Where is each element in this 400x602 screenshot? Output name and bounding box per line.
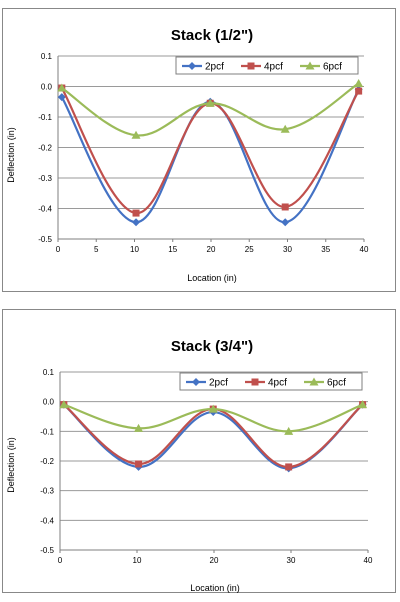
chart-frame: [2, 309, 396, 593]
chart-title: Stack (1/2"): [171, 27, 253, 44]
x-tick-label: 5: [94, 245, 99, 254]
data-point: [358, 400, 368, 409]
y-tick-label: -0.3: [38, 174, 52, 183]
data-point: [135, 460, 143, 468]
data-point: [355, 87, 363, 95]
legend-marker: [188, 62, 196, 70]
data-point: [280, 124, 290, 133]
y-axis-label: Deflection (in): [6, 437, 16, 493]
chart-panel-2: Stack (3/4") Location (in) Deflection (i…: [0, 307, 400, 597]
data-point: [59, 400, 69, 409]
legend-entry: 2pcf: [209, 378, 228, 389]
data-point: [354, 78, 364, 87]
y-tick-label: -0.4: [38, 205, 52, 214]
y-tick-label: -0.2: [40, 457, 54, 466]
data-point: [57, 93, 66, 102]
y-tick-label: -0.5: [40, 546, 54, 555]
legend-entry: 6pcf: [323, 62, 342, 73]
series-line: [60, 87, 360, 215]
legend-marker: [192, 378, 200, 386]
series-6pcf: [57, 78, 364, 139]
y-tick-label: -0.3: [40, 487, 54, 496]
legend-marker: [251, 378, 259, 386]
x-tick-label: 15: [168, 245, 177, 254]
legend-marker: [309, 377, 319, 386]
y-tick-label: -0.1: [38, 113, 52, 122]
x-axis-label: Location (in): [187, 273, 237, 283]
data-point: [281, 203, 289, 211]
series-line: [61, 82, 360, 137]
x-tick-label: 40: [364, 556, 373, 565]
y-tick-label: -0.2: [38, 144, 52, 153]
legend-marker: [305, 61, 315, 70]
chart-svg-1: Stack (1/2") Location (in) Deflection (i…: [6, 27, 369, 283]
x-tick-label: 10: [130, 245, 139, 254]
x-tick-label: 40: [360, 245, 369, 254]
legend: 2pcf 4pcf 6pcf: [179, 372, 363, 391]
data-point: [57, 83, 67, 92]
y-tick-label: -0.5: [38, 235, 52, 244]
legend-entry: 2pcf: [205, 62, 224, 73]
legend-entry: 4pcf: [264, 62, 283, 73]
x-tick-label: 25: [245, 245, 254, 254]
x-tick-label: 30: [287, 556, 296, 565]
data-point: [132, 218, 141, 227]
legend-marker: [247, 62, 255, 70]
chart-panel-1: Stack (1/2") Location (in) Deflection (i…: [0, 6, 400, 296]
data-point: [132, 209, 140, 217]
legend-entry: 4pcf: [268, 378, 287, 389]
data-point: [285, 463, 293, 471]
x-tick-label: 35: [321, 245, 330, 254]
legend-entry: 6pcf: [327, 378, 346, 389]
y-tick-label: 0.1: [41, 52, 53, 61]
y-tick-label: 0.0: [41, 83, 53, 92]
y-tick-label: -0.4: [40, 516, 54, 525]
y-tick-label: -0.1: [40, 427, 54, 436]
series-6pcf: [59, 400, 368, 435]
legend-box: [175, 56, 359, 75]
x-tick-label: 20: [210, 556, 219, 565]
x-tick-label: 0: [58, 556, 63, 565]
y-axis-label: Deflection (in): [6, 127, 16, 183]
chart-title: Stack (3/4"): [171, 338, 253, 355]
x-axis-label: Location (in): [190, 583, 240, 593]
y-tick-label: 0.1: [43, 368, 55, 377]
data-point: [131, 130, 141, 139]
x-tick-label: 0: [56, 245, 61, 254]
data-point: [284, 426, 294, 435]
x-tick-label: 30: [283, 245, 292, 254]
chart-svg-2: Stack (3/4") Location (in) Deflection (i…: [6, 338, 373, 593]
data-point: [205, 98, 215, 107]
data-point: [281, 218, 290, 227]
data-point: [134, 423, 144, 432]
y-tick-label: 0.0: [43, 398, 55, 407]
x-tick-label: 10: [133, 556, 142, 565]
data-point: [208, 404, 218, 413]
series-line: [60, 89, 360, 224]
legend-box: [179, 372, 363, 391]
x-tick-label: 20: [207, 245, 216, 254]
legend: 2pcf 4pcf 6pcf: [175, 56, 359, 75]
